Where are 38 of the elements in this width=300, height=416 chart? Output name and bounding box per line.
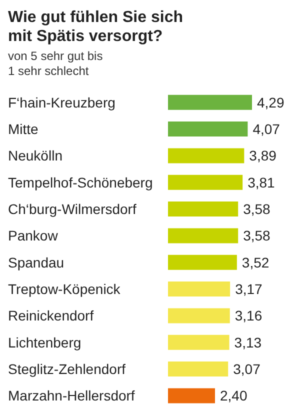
y-tick-label: Ch‘burg-Wilmersdorf <box>8 201 136 217</box>
chart-title: Wie gut fühlen Sie sich mit Spätis versorgt? <box>8 8 184 46</box>
y-tick-label: Lichtenberg <box>8 334 82 350</box>
data-label: 3,52 <box>242 254 270 270</box>
bar <box>168 228 238 244</box>
bar <box>168 388 215 404</box>
data-label: 3,13 <box>234 334 262 350</box>
data-label: 3,58 <box>243 228 271 244</box>
data-label: 3,81 <box>248 174 276 190</box>
y-tick-label: Mitte <box>8 121 39 137</box>
y-tick-label: Treptow-Köpenick <box>8 281 122 297</box>
bar <box>168 334 230 350</box>
y-tick-label: F‘hain-Kreuzberg <box>8 94 116 110</box>
data-label: 3,07 <box>233 361 261 378</box>
data-label: 3,17 <box>235 281 263 298</box>
bar <box>168 148 244 164</box>
data-label: 3,16 <box>234 308 262 324</box>
bar <box>168 308 230 324</box>
y-tick-label: Pankow <box>8 228 59 244</box>
data-label: 4,29 <box>257 94 284 110</box>
data-label: 3,89 <box>249 148 277 164</box>
y-tick-label: Reinickendorf <box>8 308 94 324</box>
bar <box>168 282 230 297</box>
bar <box>168 94 252 110</box>
text: von 5 sehr gut bis 1 sehr schlecht <box>8 49 104 79</box>
bar <box>168 174 243 190</box>
bar <box>168 254 237 270</box>
bar <box>168 202 238 217</box>
y-tick-label: Neukölln <box>8 148 62 164</box>
data-label: 3,58 <box>243 201 271 218</box>
bar <box>168 362 228 377</box>
y-tick-label: Tempelhof-Schöneberg <box>8 174 153 190</box>
y-tick-label: Spandau <box>8 254 64 270</box>
y-tick-label: Marzahn-Hellersdorf <box>8 388 135 404</box>
data-label: 4,07 <box>252 121 280 138</box>
y-tick-label: Steglitz-Zehlendorf <box>8 361 126 377</box>
bar <box>168 122 248 137</box>
data-label: 2,40 <box>220 388 248 404</box>
